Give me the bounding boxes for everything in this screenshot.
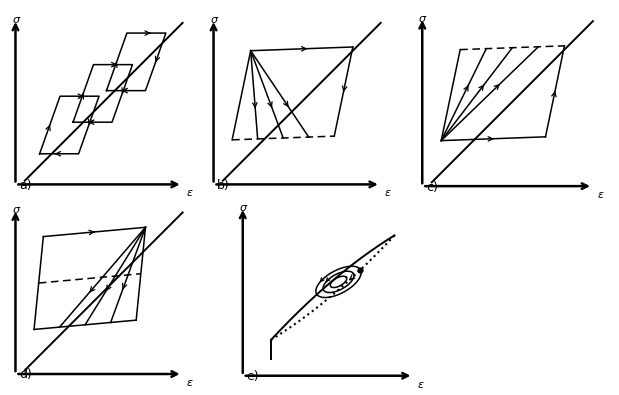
Text: $\sigma$: $\sigma$ — [12, 205, 21, 215]
Text: $\sigma$: $\sigma$ — [210, 15, 219, 25]
Text: $\varepsilon$: $\varepsilon$ — [186, 378, 194, 388]
Text: a): a) — [19, 179, 32, 192]
Text: $\varepsilon$: $\varepsilon$ — [384, 188, 392, 198]
Text: c): c) — [426, 181, 438, 194]
Text: $\sigma$: $\sigma$ — [239, 203, 248, 213]
Text: e): e) — [246, 370, 259, 383]
Text: $\varepsilon$: $\varepsilon$ — [186, 188, 194, 198]
Text: $\sigma$: $\sigma$ — [418, 13, 428, 24]
Text: $\varepsilon$: $\varepsilon$ — [417, 380, 425, 389]
Text: d): d) — [19, 369, 32, 382]
Text: $\sigma$: $\sigma$ — [12, 15, 21, 25]
Text: b): b) — [217, 179, 230, 192]
Text: $\varepsilon$: $\varepsilon$ — [597, 190, 604, 200]
